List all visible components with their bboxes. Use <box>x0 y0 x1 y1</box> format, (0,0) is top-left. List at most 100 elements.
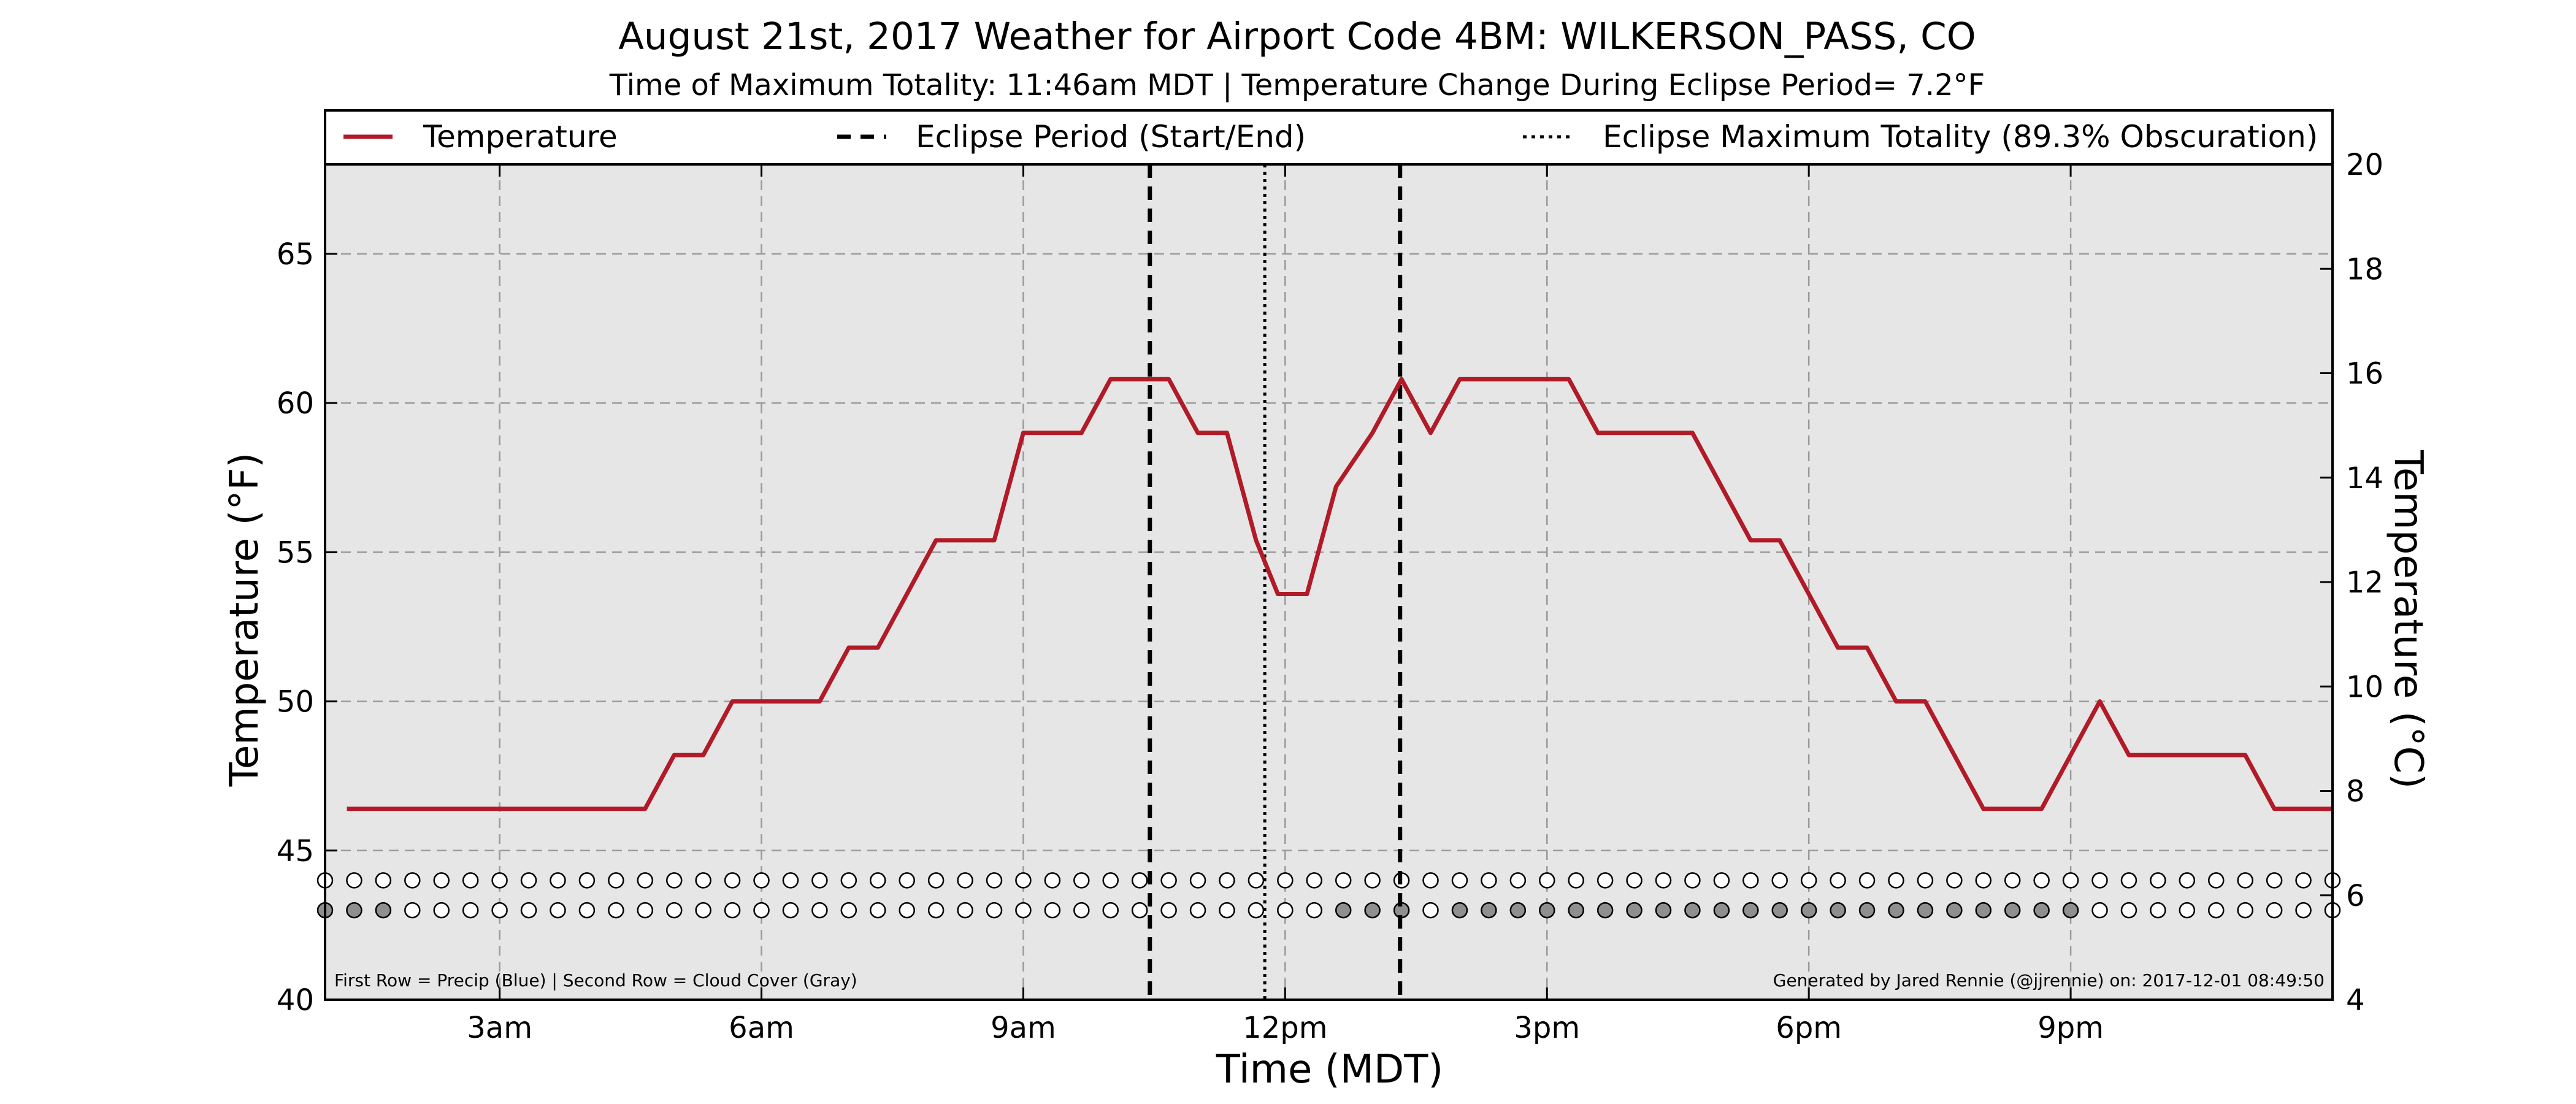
y-tick-label-left: 50 <box>277 685 314 719</box>
precip-marker <box>1713 872 1730 889</box>
precip-marker <box>1509 872 1527 889</box>
y-axis-label-left: Temperature (°F) <box>222 453 267 788</box>
cloud-cover-marker <box>637 902 654 919</box>
temperature-series <box>347 377 2333 811</box>
precip-marker <box>2004 872 2021 889</box>
precip-marker <box>1655 872 1672 889</box>
cloud-cover-marker <box>1713 902 1730 919</box>
precip-marker <box>1306 872 1323 889</box>
precip-marker <box>1771 872 1788 889</box>
cloud-cover-marker <box>1189 902 1206 919</box>
precip-marker <box>1160 872 1177 889</box>
x-tick-label: 6pm <box>1776 1011 1842 1045</box>
y-tick-label-right: 8 <box>2346 775 2365 809</box>
cloud-cover-marker <box>2033 902 2050 919</box>
y-tick-label-right: 14 <box>2346 461 2383 496</box>
legend-label-eclipse-period: Eclipse Period (Start/End) <box>916 119 1306 155</box>
cloud-cover-marker <box>404 902 421 919</box>
y-tick-label-right: 16 <box>2346 357 2383 391</box>
y-tick-label-left: 60 <box>277 386 314 421</box>
chart-title: August 21st, 2017 Weather for Airport Co… <box>618 15 1976 58</box>
cloud-cover-marker <box>1771 902 1788 919</box>
precip-marker <box>433 872 450 889</box>
cloud-cover-marker <box>2062 902 2079 919</box>
precip-marker <box>840 872 857 889</box>
cloud-cover-marker <box>462 902 479 919</box>
precip-marker <box>870 872 886 889</box>
grid-lines <box>325 164 2333 1000</box>
precip-marker <box>1481 872 1497 889</box>
precip-marker <box>665 872 683 889</box>
cloud-cover-marker <box>665 902 683 919</box>
precip-marker <box>404 872 421 889</box>
precip-marker <box>2295 872 2312 889</box>
chart-subtitle: Time of Maximum Totality: 11:46am MDT | … <box>609 68 1985 102</box>
x-tick-label: 6am <box>729 1011 794 1045</box>
precip-marker <box>782 872 799 889</box>
precip-marker <box>1102 872 1119 889</box>
precip-marker <box>724 872 741 889</box>
cloud-cover-marker <box>520 902 537 919</box>
precip-marker <box>1189 872 1206 889</box>
precip-marker <box>811 872 828 889</box>
cloud-cover-marker <box>811 902 828 919</box>
precip-marker <box>957 872 973 889</box>
precip-marker <box>2150 872 2166 889</box>
precip-marker <box>1626 872 1643 889</box>
cloud-cover-marker <box>2179 902 2196 919</box>
cloud-cover-marker <box>986 902 1003 919</box>
precip-marker <box>2091 872 2108 889</box>
cloud-cover-marker <box>1073 902 1090 919</box>
precip-marker <box>375 872 392 889</box>
cloud-cover-marker <box>724 902 741 919</box>
cloud-cover-marker <box>1655 902 1672 919</box>
y-tick-label-right: 10 <box>2346 670 2383 704</box>
precip-cloud-markers <box>316 872 2341 919</box>
y-tick-label-right: 12 <box>2346 565 2383 600</box>
precip-marker <box>608 872 624 889</box>
precip-marker <box>550 872 566 889</box>
cloud-cover-marker <box>1568 902 1584 919</box>
precip-marker <box>1277 872 1294 889</box>
precip-marker <box>637 872 654 889</box>
precip-marker <box>1684 872 1701 889</box>
cloud-cover-marker <box>753 902 770 919</box>
cloud-cover-marker <box>2237 902 2253 919</box>
legend-box <box>324 109 2334 166</box>
cloud-cover-marker <box>1858 902 1876 919</box>
cloud-cover-marker <box>1451 902 1468 919</box>
y-tick-label-right: 20 <box>2346 148 2383 182</box>
precip-marker <box>1800 872 1817 889</box>
cloud-cover-marker <box>2208 902 2225 919</box>
cloud-cover-marker <box>899 902 915 919</box>
precip-marker <box>2208 872 2225 889</box>
eclipse-lines <box>1148 164 1403 1000</box>
cloud-cover-marker <box>2266 902 2283 919</box>
precip-marker <box>1335 872 1352 889</box>
cloud-cover-marker <box>840 902 857 919</box>
precip-marker <box>1568 872 1584 889</box>
precip-marker <box>346 872 362 889</box>
cloud-cover-marker <box>1044 902 1061 919</box>
cloud-cover-marker <box>1335 902 1352 919</box>
precip-marker <box>695 872 711 889</box>
precip-marker <box>1219 872 1235 889</box>
x-tick-label: 9am <box>991 1011 1056 1045</box>
cloud-cover-marker <box>1539 902 1555 919</box>
precip-marker <box>1888 872 1904 889</box>
precip-marker <box>1073 872 1090 889</box>
precip-marker <box>462 872 479 889</box>
precip-marker <box>2062 872 2079 889</box>
cloud-cover-marker <box>2091 902 2108 919</box>
cloud-cover-marker <box>1248 902 1265 919</box>
precip-marker <box>1364 872 1381 889</box>
precip-marker <box>1742 872 1759 889</box>
cloud-cover-marker <box>957 902 973 919</box>
precip-marker <box>1539 872 1555 889</box>
note-left: First Row = Precip (Blue) | Second Row =… <box>334 970 857 991</box>
cloud-cover-marker <box>1364 902 1381 919</box>
legend-label-temperature: Temperature <box>423 119 618 155</box>
legend-label-max-totality: Eclipse Maximum Totality (89.3% Obscurat… <box>1603 119 2318 155</box>
precip-marker <box>1422 872 1439 889</box>
legend: Temperature Eclipse Period (Start/End) E… <box>324 109 2334 166</box>
